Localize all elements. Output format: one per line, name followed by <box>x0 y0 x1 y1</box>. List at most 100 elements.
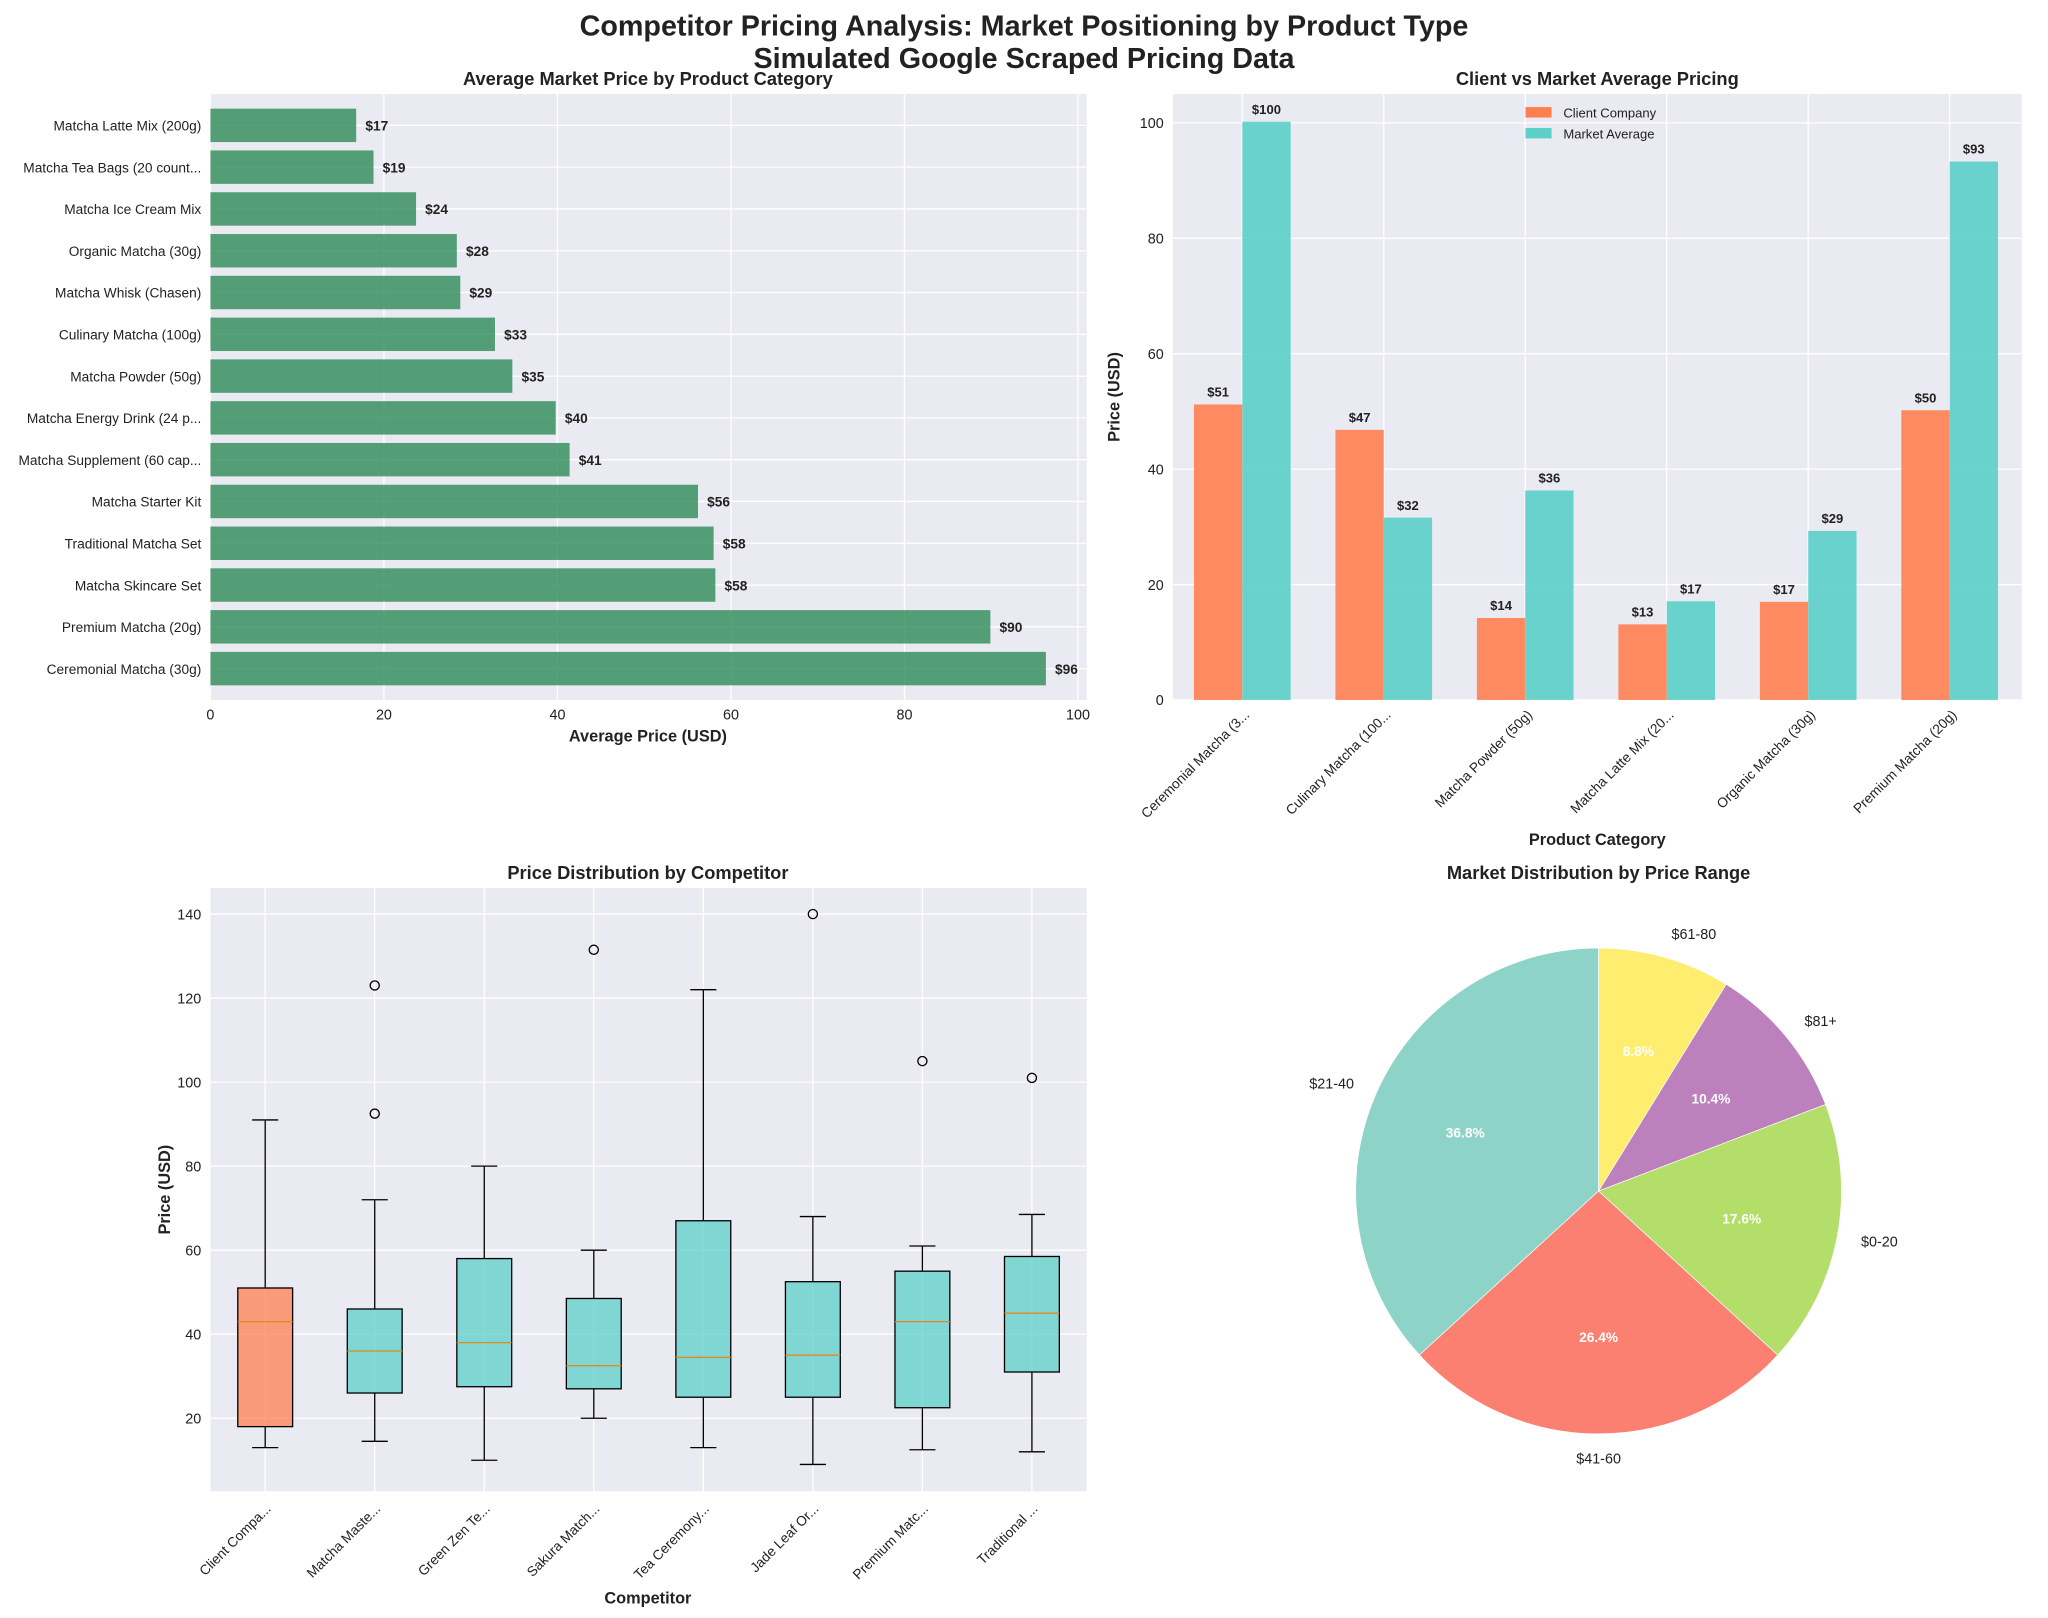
chart2-bar-market <box>1949 161 1998 700</box>
chart2-bar-client <box>1476 618 1526 700</box>
chart3-title: Price Distribution by Competitor <box>507 862 788 883</box>
chart1-xtick-label: 60 <box>723 708 739 724</box>
chart3-category-label: Traditional ... <box>974 1501 1040 1567</box>
chart1-data-label: $28 <box>466 244 489 259</box>
chart2-data-label: $14 <box>1490 598 1513 613</box>
chart3-box <box>784 1281 841 1398</box>
chart2-category-label: Premium Matcha (20g) <box>1850 707 1959 816</box>
chart1-bar <box>210 484 699 519</box>
chart4-pct-label: 8.8% <box>1623 1044 1654 1059</box>
chart2-bar-market <box>1666 601 1716 700</box>
chart1-plot-area <box>210 94 1087 700</box>
chart1-category-label: Matcha Powder (50g) <box>70 369 201 384</box>
chart3-box <box>237 1287 294 1428</box>
chart2-bar-market <box>1808 530 1857 700</box>
chart2-category-label: Ceremonial Matcha (3... <box>1138 707 1252 821</box>
chart1-category-label: Matcha Whisk (Chasen) <box>55 286 201 301</box>
chart3-box <box>1003 1255 1060 1373</box>
chart4-title: Market Distribution by Price Range <box>1447 862 1750 883</box>
chart3-outlier <box>807 908 819 920</box>
chart1-category-label: Matcha Energy Drink (24 p... <box>27 411 201 426</box>
chart1-category-label: Ceremonial Matcha (30g) <box>47 662 202 677</box>
chart2-data-label: $50 <box>1915 390 1937 405</box>
chart3-category-label: Jade Leaf Or... <box>747 1501 821 1575</box>
chart3-outlier <box>369 1108 380 1119</box>
chart2-data-label: $17 <box>1773 582 1795 597</box>
chart2-data-label: $29 <box>1821 511 1843 526</box>
chart1-category-label: Premium Matcha (20g) <box>62 620 201 635</box>
chart1-bar <box>210 359 513 393</box>
chart3-ytick-label: 20 <box>185 1411 201 1427</box>
chart1-title: Average Market Price by Product Category <box>463 68 834 89</box>
chart1-data-label: $58 <box>725 578 748 593</box>
chart2-legend-swatch <box>1525 127 1552 139</box>
chart1-category-label: Organic Matcha (30g) <box>69 244 202 259</box>
chart2-data-label: $100 <box>1252 102 1281 117</box>
chart1-xtick-label: 80 <box>896 708 912 724</box>
chart2-data-label: $47 <box>1349 410 1371 425</box>
chart1-xtick-label: 100 <box>1066 708 1090 724</box>
chart3-box <box>894 1270 951 1409</box>
chart3-ytick-label: 100 <box>177 1075 201 1091</box>
chart2-category-label: Culinary Matcha (100... <box>1283 707 1394 818</box>
chart1-data-label: $58 <box>723 536 746 551</box>
chart4-pct-label: 26.4% <box>1579 1330 1618 1345</box>
chart3-box <box>565 1297 622 1390</box>
chart1-xtick-label: 0 <box>206 708 214 724</box>
chart3-category-label: Client Compa... <box>196 1501 273 1578</box>
chart3: 20 40 60 80 100 120 140 Client Compa... Matcha M… <box>177 888 1087 1582</box>
chart4-pct-label: 36.8% <box>1446 1125 1485 1140</box>
chart4-slice <box>1598 947 1727 1193</box>
chart1-bar <box>210 234 457 268</box>
chart1-category-label: Matcha Ice Cream Mix <box>64 202 201 217</box>
chart1-bar <box>210 108 357 143</box>
chart4-pct-label: 10.4% <box>1691 1091 1730 1106</box>
chart4-slice-label: $41-60 <box>1576 1451 1621 1467</box>
chart3-ylabel: Price (USD) <box>156 1145 174 1235</box>
chart4-pct-label: 17.6% <box>1722 1212 1761 1227</box>
chart1-xlabel: Average Price (USD) <box>569 728 727 746</box>
chart3-plot-area <box>210 888 1087 1492</box>
chart2-legend-swatch <box>1525 107 1552 118</box>
chart2-category-label: Matcha Latte Mix (20... <box>1568 707 1677 816</box>
chart2-bar-client <box>1759 601 1809 700</box>
chart1-category-label: Traditional Matcha Set <box>65 536 202 551</box>
chart1-data-label: $33 <box>504 328 527 343</box>
chart1-data-label: $96 <box>1055 662 1078 677</box>
chart3-category-label: Matcha Maste... <box>304 1501 384 1581</box>
chart1-bar <box>210 317 495 352</box>
chart4-slice-label: $0-20 <box>1861 1234 1898 1250</box>
chart1-bar <box>210 275 461 310</box>
chart2-data-label: $13 <box>1632 605 1654 620</box>
chart1-data-label: $41 <box>579 453 602 468</box>
figure-title: Competitor Pricing Analysis: Market Posi… <box>580 10 1469 42</box>
chart3-category-label: Tea Ceremony... <box>631 1501 712 1582</box>
chart2-category-label: Organic Matcha (30g) <box>1714 707 1818 811</box>
chart1-category-label: Matcha Supplement (60 cap... <box>18 453 201 468</box>
chart3-ytick-label: 140 <box>177 907 201 923</box>
chart4-slice <box>1355 947 1599 1356</box>
chart1-bar <box>210 150 374 184</box>
chart1-data-label: $56 <box>707 495 730 510</box>
chart1-category-label: Matcha Skincare Set <box>75 578 202 593</box>
chart3-outlier <box>917 1055 928 1067</box>
chart2-legend-label: Client Company <box>1563 106 1656 121</box>
chart1-data-label: $35 <box>521 369 544 384</box>
chart3-box <box>456 1257 513 1388</box>
chart2-bar-client <box>1618 624 1667 700</box>
chart4-slice-label: $21-40 <box>1309 1077 1354 1093</box>
chart4-slice-label: $81+ <box>1804 1014 1836 1030</box>
chart2-ytick-label: 40 <box>1148 462 1164 478</box>
chart1-data-label: $29 <box>469 286 492 301</box>
chart2-xlabel: Product Category <box>1529 831 1666 849</box>
chart2-ytick-label: 0 <box>1156 693 1164 709</box>
chart2-bar-client <box>1901 410 1950 700</box>
chart1-category-label: Matcha Latte Mix (200g) <box>54 119 202 134</box>
chart1-bar <box>210 442 570 477</box>
chart4: $21-40 36.8% $41-60 26.4% $0-20 17.6% $81+ 10.4… <box>1309 927 1897 1467</box>
chart3-outlier <box>588 944 600 955</box>
chart1-xtick-label: 20 <box>376 708 392 724</box>
chart1-xtick-label: 40 <box>549 708 565 724</box>
chart2-data-label: $51 <box>1207 385 1229 400</box>
